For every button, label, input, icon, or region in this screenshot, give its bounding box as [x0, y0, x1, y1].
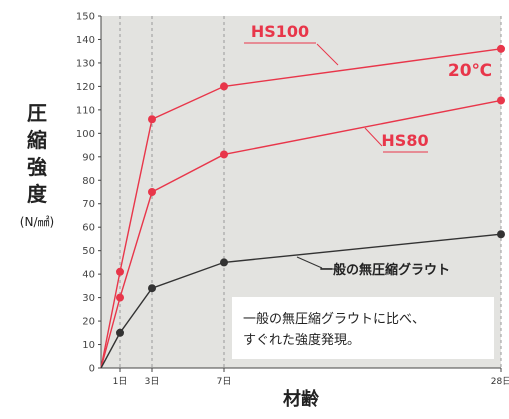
y-tick-label: 0	[89, 364, 95, 375]
y-tick-label: 30	[82, 293, 95, 304]
data-point	[148, 188, 156, 196]
x-tick-label: 3日	[145, 376, 160, 387]
data-point	[220, 150, 228, 159]
x-tick-label: 28日	[491, 376, 509, 387]
y-tick-label: 150	[76, 12, 95, 23]
data-point	[116, 328, 124, 337]
series-label: HS80	[381, 131, 428, 150]
series-layer	[100, 44, 505, 369]
y-tick-label: 140	[76, 35, 95, 46]
note-box-background	[232, 297, 494, 359]
y-axis-title-char: 縮	[27, 128, 47, 152]
y-tick-label: 120	[76, 82, 95, 93]
note-text-line: すぐれた強度発現。	[243, 332, 360, 348]
y-tick-label: 100	[76, 129, 95, 140]
series-leader-line	[364, 127, 383, 147]
data-point	[116, 267, 124, 276]
series-label: HS100	[251, 22, 309, 41]
x-tick-label: 7日	[217, 376, 232, 387]
series-leader-line	[316, 43, 339, 66]
label-layer: HS100 HS80 一般の無圧縮グラウト 20℃ 一般の無圧縮グラウトに比べ、すぐれた…	[232, 22, 494, 359]
y-tick-label: 70	[82, 199, 95, 210]
y-tick-label: 20	[82, 317, 95, 328]
data-point	[220, 258, 228, 267]
axis-layer	[100, 16, 501, 369]
y-tick-label: 130	[76, 58, 95, 69]
y-axis-title-char: 度	[27, 182, 48, 206]
note-box: 一般の無圧縮グラウトに比べ、すぐれた強度発現。	[232, 297, 494, 359]
x-axis-title: 材齢	[283, 388, 320, 410]
y-axis-title-char: 圧	[27, 101, 47, 125]
y-axis-title-char: 強	[27, 155, 47, 179]
y-tick-label: 90	[82, 152, 95, 163]
data-point	[148, 284, 156, 293]
y-tick-label: 60	[82, 223, 95, 234]
series-leader-line	[296, 256, 323, 269]
y-tick-label: 40	[82, 270, 95, 281]
y-tick-label: 110	[76, 105, 95, 116]
data-point	[497, 230, 505, 239]
y-tick-label: 10	[82, 340, 95, 351]
y-tick-label: 50	[82, 246, 95, 257]
temperature-label: 20℃	[448, 61, 492, 81]
data-point	[148, 115, 156, 124]
x-tick-label: 1日	[113, 376, 128, 387]
x-tick-labels: 1日 3日 7日 28日	[113, 376, 509, 387]
note-text-line: 一般の無圧縮グラウトに比べ、	[243, 311, 425, 327]
series-label: 一般の無圧縮グラウト	[320, 262, 450, 278]
y-axis-unit: (N/㎟)	[20, 215, 54, 229]
data-point	[497, 96, 505, 105]
data-point	[116, 293, 124, 302]
data-point	[220, 82, 228, 91]
data-point	[497, 44, 505, 53]
y-tick-label: 80	[82, 176, 95, 187]
y-tick-labels: 0 10 20 30 40 50 60 70 80 90 100 110 120 130 140 150	[76, 12, 95, 375]
